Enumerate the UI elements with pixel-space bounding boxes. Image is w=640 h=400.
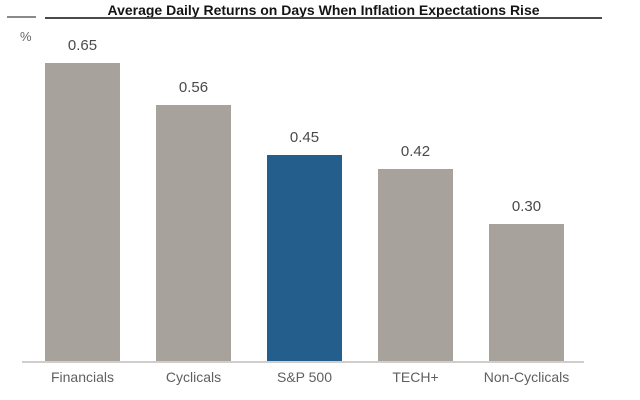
bar-value-label-non-cyclicals: 0.30 [511,198,542,215]
bar-financials [45,63,120,362]
chart-title: Average Daily Returns on Days When Infla… [107,2,540,18]
x-axis-label-financials: Financials [50,369,115,385]
bar-s-p-500 [267,155,342,362]
x-axis-label-s-p-500: S&P 500 [276,369,332,385]
x-axis-label-cyclicals: Cyclicals [165,369,222,385]
bar-value-label-s-p-500: 0.45 [289,129,320,146]
bar-value-label-cyclicals: 0.56 [178,79,209,96]
x-axis-label-tech: TECH+ [392,369,439,385]
bar-tech [378,169,453,362]
x-axis-label-non-cyclicals: Non-Cyclicals [483,369,570,385]
bar-cyclicals [156,105,231,362]
y-axis-unit-label: % [20,29,32,44]
bar-value-label-tech: 0.42 [400,143,431,160]
corner-tick-line [7,16,36,18]
x-axis-baseline [22,361,584,363]
bar-value-label-financials: 0.65 [67,37,98,54]
title-underline [45,17,602,19]
bar-non-cyclicals [489,224,564,362]
